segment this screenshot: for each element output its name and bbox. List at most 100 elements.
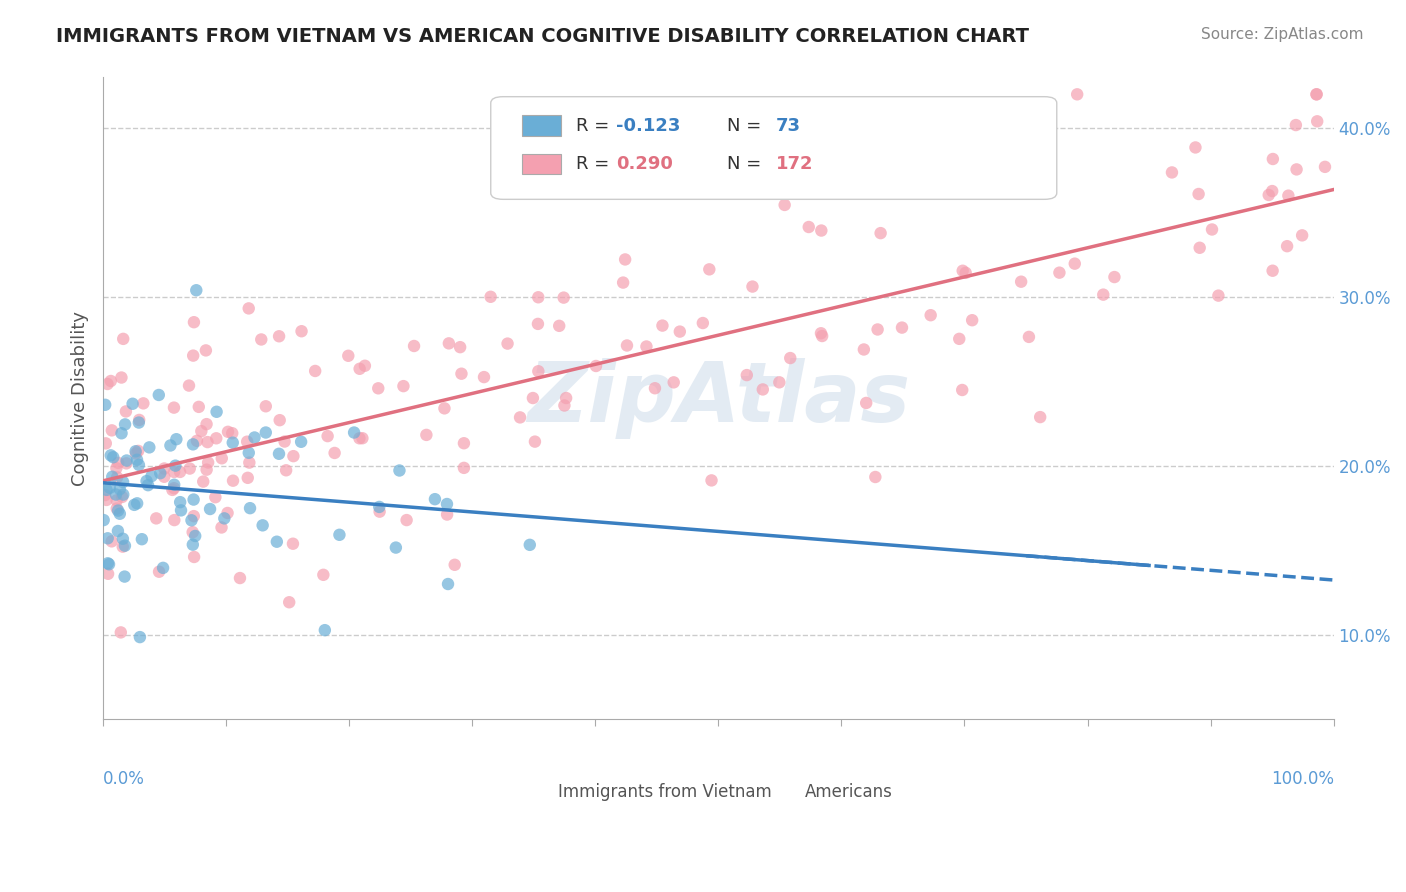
Text: R =: R =	[575, 155, 614, 173]
Point	[152, 561, 174, 575]
Point	[337, 349, 360, 363]
Point	[236, 434, 259, 449]
Point	[1092, 287, 1115, 301]
Point	[773, 198, 796, 212]
Point	[194, 343, 217, 358]
Point	[367, 381, 389, 395]
Point	[269, 413, 291, 427]
Point	[636, 339, 658, 353]
Point	[283, 449, 305, 463]
FancyBboxPatch shape	[491, 96, 1057, 199]
Point	[453, 461, 475, 475]
Point	[93, 513, 115, 527]
Point	[472, 370, 495, 384]
Point	[184, 529, 207, 543]
Text: 172: 172	[776, 155, 814, 173]
Point	[169, 465, 191, 479]
Point	[1188, 241, 1211, 255]
Point	[950, 383, 973, 397]
Point	[107, 503, 129, 517]
Point	[1161, 165, 1184, 179]
Point	[179, 461, 201, 475]
Point	[527, 317, 550, 331]
Point	[810, 223, 832, 237]
Point	[1047, 266, 1070, 280]
Point	[128, 458, 150, 472]
Point	[316, 429, 339, 443]
Point	[129, 630, 152, 644]
Point	[186, 434, 208, 448]
Point	[163, 465, 186, 479]
Point	[692, 316, 714, 330]
Point	[112, 487, 135, 501]
Point	[527, 290, 550, 304]
Point	[669, 325, 692, 339]
Point	[1066, 87, 1088, 102]
Point	[222, 435, 245, 450]
Point	[104, 487, 127, 501]
Point	[169, 495, 191, 509]
Point	[354, 359, 377, 373]
Point	[437, 336, 460, 351]
Point	[165, 458, 187, 473]
Point	[652, 149, 675, 163]
Point	[392, 379, 415, 393]
Point	[205, 405, 228, 419]
Point	[891, 320, 914, 334]
Point	[548, 318, 571, 333]
Point	[97, 531, 120, 545]
Point	[111, 532, 134, 546]
Point	[115, 456, 138, 470]
Point	[1305, 87, 1327, 102]
Point	[273, 434, 295, 449]
Point	[97, 566, 120, 581]
Point	[100, 448, 122, 462]
Point	[343, 425, 366, 440]
Point	[662, 376, 685, 390]
Point	[187, 400, 209, 414]
Point	[254, 425, 277, 440]
Text: 0.0%: 0.0%	[103, 771, 145, 789]
Point	[97, 556, 120, 570]
Point	[214, 511, 236, 525]
Point	[127, 444, 149, 458]
Point	[135, 474, 157, 488]
Point	[125, 446, 148, 460]
Point	[1261, 184, 1284, 198]
Point	[211, 451, 233, 466]
Point	[866, 322, 889, 336]
Point	[797, 219, 820, 234]
Point	[112, 332, 135, 346]
Point	[869, 226, 891, 240]
Point	[437, 577, 460, 591]
Point	[183, 509, 205, 524]
Point	[852, 343, 875, 357]
Point	[423, 492, 446, 507]
Point	[114, 569, 136, 583]
Point	[752, 383, 775, 397]
Point	[1208, 288, 1230, 302]
Point	[436, 497, 458, 511]
Point	[1277, 188, 1299, 202]
Point	[523, 434, 546, 449]
Text: 73: 73	[776, 117, 801, 135]
Point	[450, 367, 472, 381]
Point	[651, 318, 673, 333]
Point	[349, 361, 371, 376]
Point	[190, 424, 212, 438]
Point	[148, 388, 170, 402]
Point	[107, 456, 129, 470]
Point	[141, 469, 163, 483]
Point	[1184, 140, 1206, 154]
Point	[1285, 118, 1308, 132]
Point	[274, 463, 297, 477]
Point	[1201, 222, 1223, 236]
Point	[1029, 410, 1052, 425]
Point	[312, 567, 335, 582]
Point	[865, 470, 887, 484]
Point	[479, 290, 502, 304]
Point	[811, 329, 834, 343]
Point	[153, 469, 176, 483]
Point	[108, 507, 131, 521]
Point	[697, 262, 720, 277]
